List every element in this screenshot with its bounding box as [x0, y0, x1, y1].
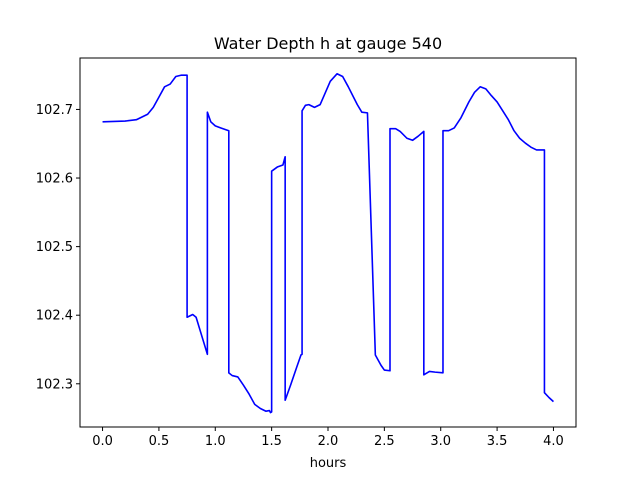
- series-line-1: [102, 72, 554, 414]
- y-tick-label: 102.3: [36, 377, 73, 392]
- x-tick-label: 1.5: [261, 434, 282, 449]
- x-tick-label: 2.5: [374, 434, 395, 449]
- x-tick-label: 2.0: [318, 434, 339, 449]
- x-tick-label: 1.0: [205, 434, 226, 449]
- chart-title: Water Depth h at gauge 540: [214, 34, 442, 53]
- x-tick-label: 4.0: [543, 434, 564, 449]
- y-tick-label: 102.7: [36, 103, 73, 118]
- x-tick-label: 0.0: [92, 434, 113, 449]
- y-tick-label: 102.6: [36, 172, 73, 187]
- x-tick-label: 0.5: [149, 434, 170, 449]
- x-tick-label: 3.5: [487, 434, 508, 449]
- x-axis-label: hours: [310, 456, 347, 471]
- y-tick-label: 102.5: [36, 240, 73, 255]
- plot-area: 0.0 0.5 1.0 1.5 2.0 2.5 3.0 3.5 4.0 102.3 102.4 102…: [36, 57, 577, 449]
- y-tick-label: 102.4: [36, 309, 73, 324]
- x-tick-label: 3.0: [430, 434, 451, 449]
